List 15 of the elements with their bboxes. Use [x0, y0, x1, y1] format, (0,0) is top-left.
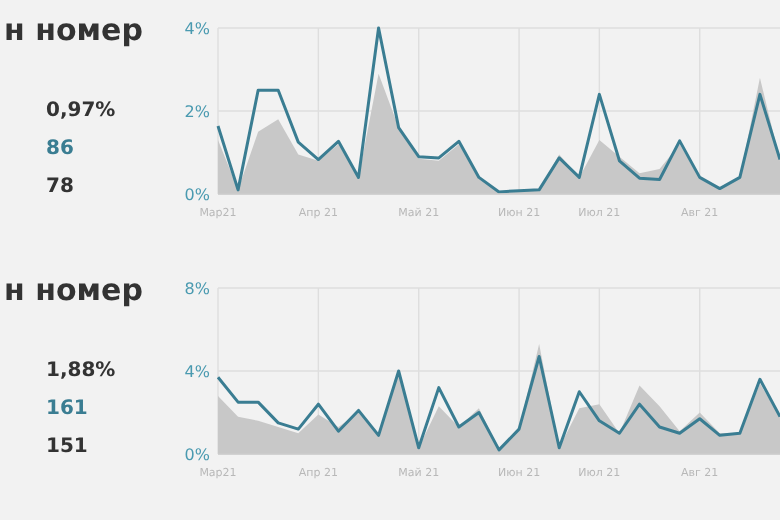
y-tick-label: 2%: [184, 103, 211, 121]
text: 86: [46, 138, 74, 160]
text: 78: [46, 176, 74, 198]
y-tick-label: 0%: [184, 186, 211, 204]
text: 151: [46, 436, 88, 458]
text: 161: [46, 398, 88, 420]
chart-title: н номер: [4, 12, 144, 48]
text: 1,88%: [46, 360, 116, 382]
line-series: [216, 26, 780, 194]
chart-title: н номер: [4, 272, 144, 308]
text: 0,97%: [46, 100, 116, 122]
y-tick-label: 4%: [184, 20, 211, 38]
y-tick-label: 4%: [184, 363, 211, 381]
y-tick-label: 8%: [184, 280, 211, 298]
y-tick-label: 0%: [184, 446, 211, 464]
